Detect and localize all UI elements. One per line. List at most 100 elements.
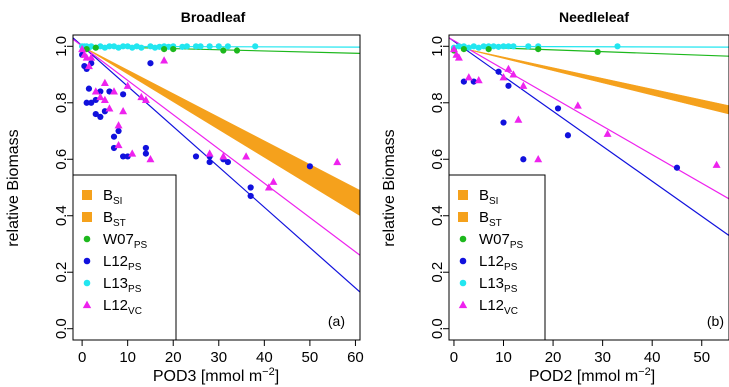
y-tick-label: 0.0	[429, 318, 446, 339]
point-l13-ps	[500, 43, 507, 50]
x-axis-label-sup: −2	[638, 366, 651, 378]
point-l13-ps	[224, 43, 231, 50]
point-l12-vc	[114, 121, 123, 129]
x-axis-label-sup: −2	[262, 366, 275, 378]
legend-label-main: L12	[479, 297, 504, 314]
point-l12-ps	[142, 150, 149, 157]
legend-swatch-circle	[459, 235, 467, 243]
point-l12-vc	[114, 140, 123, 149]
point-l12-ps	[120, 153, 127, 160]
point-l13-ps	[197, 43, 204, 50]
point-l12-vc	[100, 78, 109, 87]
legend-label-sub: PS	[510, 240, 524, 251]
x-tick-label: 10	[119, 349, 136, 366]
legend-label-w07-ps: W07PS	[103, 231, 148, 251]
point-l12-ps	[247, 184, 254, 191]
legend-label-main: L13	[479, 275, 504, 292]
point-l12-vc	[78, 44, 87, 53]
point-l12-vc	[110, 87, 118, 95]
point-w07-ps	[535, 46, 542, 53]
point-l12-ps	[85, 85, 93, 92]
x-tick-label: 0	[450, 349, 458, 366]
b-band	[453, 46, 729, 115]
point-l13-ps	[525, 43, 532, 50]
point-l12-vc	[269, 177, 278, 185]
point-w07-ps	[161, 46, 168, 53]
point-l12-vc	[146, 155, 155, 163]
point-l12-ps	[120, 91, 127, 98]
point-l12-ps	[224, 158, 231, 166]
legend-label-sub: ST	[489, 218, 502, 229]
y-tick-label: 0.8	[429, 92, 446, 113]
panel-tag: (b)	[707, 313, 724, 329]
point-l12-ps	[564, 132, 572, 139]
point-l12-vc	[504, 64, 513, 72]
b-band	[81, 46, 360, 217]
line-l12-vc	[449, 37, 729, 200]
point-l12-ps	[83, 99, 90, 106]
legend-label-sub: PS	[504, 284, 518, 295]
legend-label-sub: VC	[128, 306, 142, 317]
line-l12-ps	[73, 37, 360, 293]
point-l12-ps	[554, 105, 562, 112]
point-l13-ps	[106, 43, 113, 50]
point-w07-ps	[233, 47, 241, 54]
legend-label-main: B	[479, 209, 489, 226]
legend-swatch-square	[458, 212, 468, 222]
plot-content	[449, 37, 729, 236]
point-l13-ps	[510, 43, 517, 50]
point-l13-ps	[495, 43, 502, 50]
plot-area	[449, 37, 729, 236]
point-l12-vc	[454, 53, 463, 61]
legend-label-main: L12	[103, 297, 128, 314]
point-l12-vc	[242, 152, 251, 160]
legend-swatch-triangle	[82, 300, 92, 309]
point-l12-ps	[147, 60, 154, 67]
point-l12-vc	[499, 73, 508, 81]
axes: 0 10 20 30 40 50 60 0.0 0.2 0.4 0.6 0.8 1.0	[53, 36, 364, 366]
y-tick-label: 1.0	[429, 36, 446, 57]
panel-tag: (a)	[328, 313, 345, 329]
y-tick-label: 0.6	[429, 149, 446, 170]
legend-box	[72, 174, 177, 341]
point-l13-ps	[120, 43, 127, 50]
point-l13-ps	[465, 44, 472, 51]
point-w07-ps	[485, 46, 492, 53]
point-l12-vc	[141, 95, 150, 103]
point-l12-ps	[88, 99, 95, 106]
x-tick-label: 0	[78, 349, 86, 366]
x-tick-label: 20	[545, 349, 562, 366]
point-w07-ps	[92, 44, 99, 51]
x-axis-label: POD3 [mmol m−2]	[153, 366, 279, 385]
point-l12-ps	[306, 163, 313, 170]
y-tick-label: 0.4	[53, 205, 70, 226]
legend-label-l12-vc: L12VC	[103, 297, 142, 317]
panel-title: Broadleaf	[181, 9, 246, 25]
legend-label-l12-ps: L12PS	[103, 253, 142, 273]
legend-label-main: L13	[103, 275, 128, 292]
legend-label-main: L12	[103, 253, 128, 270]
y-tick-label: 0.2	[53, 262, 70, 283]
x-axis-label-end: ]	[275, 368, 279, 385]
legend-label-main: L12	[479, 253, 504, 270]
point-l13-ps	[505, 43, 512, 50]
point-w07-ps	[594, 48, 601, 56]
x-tick-label: 30	[594, 349, 611, 366]
point-l13-ps	[183, 43, 190, 50]
legend-label-b-si: BSI	[479, 187, 498, 207]
point-l13-ps	[252, 43, 259, 50]
legend-label-main: B	[103, 187, 113, 204]
plot-area	[73, 37, 360, 293]
legend-swatch-square	[82, 212, 92, 222]
point-l12-vc	[96, 92, 105, 101]
point-l12-vc	[137, 92, 146, 101]
panel-title: Needleleaf	[559, 9, 629, 25]
point-l13-ps	[490, 43, 497, 50]
y-tick-label: 0.8	[53, 92, 70, 113]
point-l12-vc	[603, 129, 612, 137]
point-l12-ps	[142, 144, 149, 152]
x-tick-label: 20	[165, 349, 182, 366]
x-axis-label: POD2 [mmol m−2]	[529, 366, 655, 385]
